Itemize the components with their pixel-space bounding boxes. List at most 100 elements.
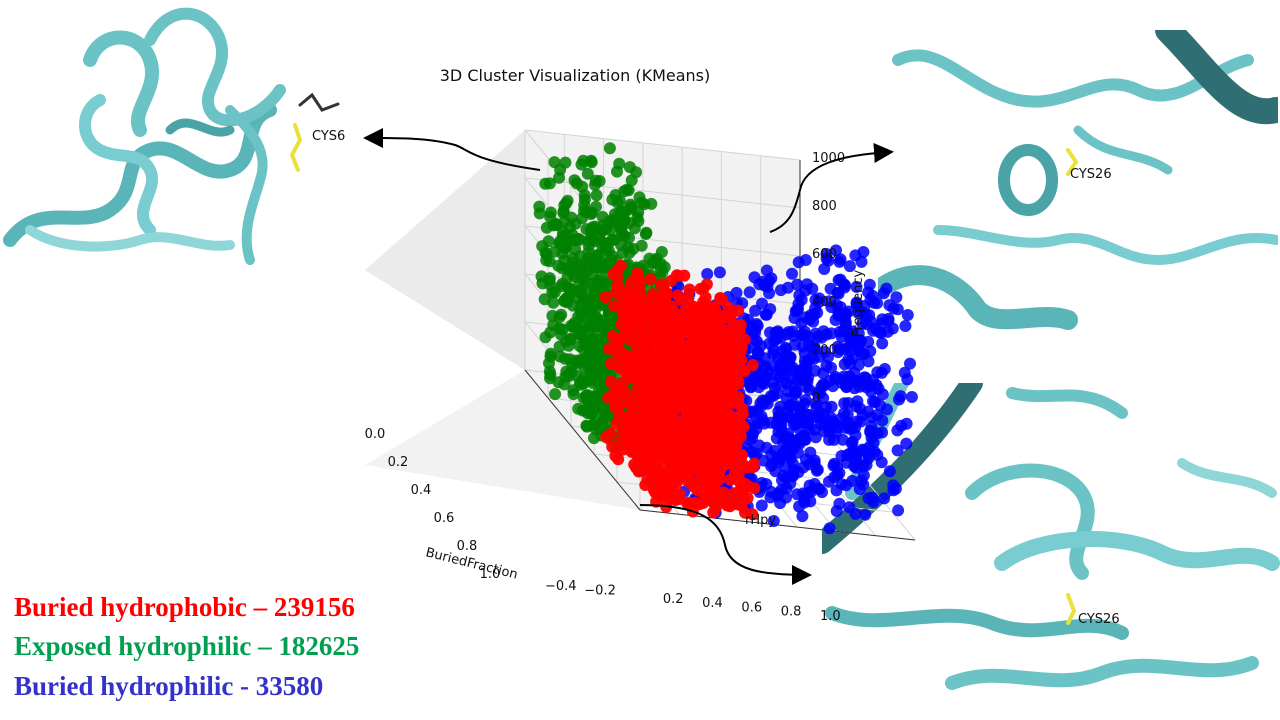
point-buried-hydrophobic [642, 410, 655, 423]
legend-exposed-hydrophilic: Exposed hydrophilic – 182625 [14, 631, 360, 661]
y-tick-label: 0.6 [741, 600, 762, 615]
point-exposed-hydrophilic [538, 293, 551, 306]
point-buried-hydrophilic [899, 320, 912, 332]
point-buried-hydrophilic [864, 315, 877, 328]
tick-labels: 0.00.20.40.60.81.0−0.4 −0.20.2 0.4 0.6 0.8 1.… [365, 151, 845, 624]
point-exposed-hydrophilic [597, 261, 610, 273]
point-buried-hydrophilic [797, 430, 810, 443]
point-buried-hydrophobic [633, 409, 646, 422]
point-buried-hydrophilic [887, 302, 900, 315]
point-buried-hydrophobic [699, 291, 712, 304]
point-exposed-hydrophilic [616, 228, 629, 240]
point-buried-hydrophilic [796, 510, 809, 523]
point-buried-hydrophobic [612, 453, 625, 466]
point-buried-hydrophobic [645, 380, 658, 393]
point-buried-hydrophilic [891, 444, 904, 457]
point-buried-hydrophobic [699, 374, 711, 387]
z-tick-label: 1000 [812, 151, 845, 166]
point-buried-hydrophilic [797, 461, 810, 474]
point-buried-hydrophobic [742, 480, 754, 493]
point-exposed-hydrophilic [592, 277, 605, 290]
point-buried-hydrophobic [599, 291, 612, 304]
z-tick-label: 0 [812, 391, 820, 406]
point-exposed-hydrophilic [556, 239, 569, 252]
point-buried-hydrophobic [651, 401, 664, 413]
point-buried-hydrophilic [791, 278, 804, 291]
point-buried-hydrophobic [663, 361, 676, 374]
point-buried-hydrophobic [614, 415, 627, 428]
point-exposed-hydrophilic [580, 390, 592, 403]
point-buried-hydrophilic [777, 356, 790, 369]
point-buried-hydrophilic [832, 287, 845, 300]
point-exposed-hydrophilic [618, 185, 631, 198]
point-buried-hydrophobic [655, 445, 668, 458]
legend-buried-hydrophilic: Buried hydrophilic - 33580 [14, 671, 324, 701]
point-buried-hydrophobic [673, 386, 686, 398]
point-exposed-hydrophilic [587, 256, 600, 269]
point-buried-hydrophobic [705, 414, 718, 427]
point-exposed-hydrophilic [613, 194, 626, 207]
point-buried-hydrophobic [649, 486, 662, 499]
point-buried-hydrophilic [756, 414, 769, 427]
point-buried-hydrophobic [615, 349, 628, 362]
point-buried-hydrophilic [877, 287, 890, 300]
point-buried-hydrophobic [618, 330, 631, 343]
point-buried-hydrophobic [738, 333, 751, 346]
point-exposed-hydrophilic [572, 310, 585, 323]
point-buried-hydrophilic [791, 421, 804, 434]
x-tick-label: 0.2 [388, 455, 409, 470]
point-buried-hydrophobic [641, 472, 654, 485]
point-exposed-hydrophilic [558, 352, 571, 365]
point-exposed-hydrophilic [580, 223, 593, 236]
point-buried-hydrophilic [883, 465, 896, 478]
point-exposed-hydrophilic [589, 423, 602, 436]
point-buried-hydrophilic [890, 291, 903, 304]
point-buried-hydrophilic [893, 393, 905, 406]
point-buried-hydrophilic [901, 309, 914, 321]
point-buried-hydrophobic [635, 445, 648, 457]
point-buried-hydrophobic [674, 355, 687, 368]
point-buried-hydrophobic [687, 384, 700, 397]
chart-title: 3D Cluster Visualization (KMeans) [439, 66, 711, 85]
point-buried-hydrophobic [728, 468, 741, 480]
point-exposed-hydrophilic [571, 370, 584, 383]
point-buried-hydrophilic [822, 351, 834, 364]
point-buried-hydrophobic [626, 301, 639, 314]
point-exposed-hydrophilic [588, 320, 601, 333]
point-buried-hydrophilic [838, 397, 851, 410]
point-exposed-hydrophilic [566, 252, 579, 265]
point-buried-hydrophilic [789, 305, 802, 318]
point-buried-hydrophilic [743, 286, 756, 299]
point-buried-hydrophilic [850, 297, 863, 310]
point-buried-hydrophilic [775, 483, 788, 496]
point-buried-hydrophobic [696, 480, 709, 493]
point-buried-hydrophobic [633, 283, 646, 296]
point-buried-hydrophilic [753, 278, 766, 291]
point-buried-hydrophilic [808, 341, 821, 354]
point-buried-hydrophilic [759, 394, 772, 407]
point-buried-hydrophobic [634, 275, 646, 288]
point-buried-hydrophilic [809, 431, 822, 444]
point-buried-hydrophobic [726, 306, 739, 319]
point-exposed-hydrophilic [582, 246, 595, 259]
point-buried-hydrophobic [600, 431, 613, 444]
point-buried-hydrophobic [630, 420, 643, 433]
point-buried-hydrophilic [853, 380, 866, 393]
point-buried-hydrophobic [710, 320, 722, 333]
point-buried-hydrophobic [608, 300, 621, 313]
point-exposed-hydrophilic [539, 177, 552, 190]
point-buried-hydrophobic [650, 318, 663, 330]
point-buried-hydrophilic [839, 421, 852, 434]
y-tick-label: 0.4 [702, 596, 723, 611]
point-buried-hydrophilic [833, 255, 846, 268]
point-buried-hydrophilic [750, 318, 763, 330]
point-buried-hydrophobic [634, 429, 647, 442]
point-exposed-hydrophilic [548, 156, 561, 169]
point-exposed-hydrophilic [649, 254, 662, 267]
point-buried-hydrophobic [684, 314, 697, 327]
point-buried-hydrophilic [749, 304, 762, 317]
point-buried-hydrophobic [605, 375, 617, 388]
point-exposed-hydrophilic [567, 261, 580, 274]
point-exposed-hydrophilic [633, 191, 646, 204]
point-exposed-hydrophilic [617, 216, 630, 229]
